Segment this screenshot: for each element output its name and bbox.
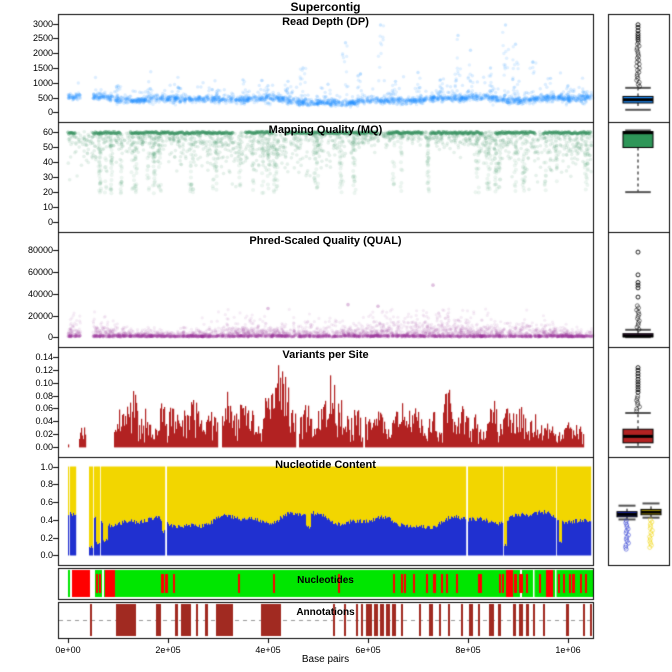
y-tick-label: 0.8 — [40, 479, 53, 490]
x-tick-label: 6e+05 — [355, 645, 381, 655]
y-tick-label: 0.00 — [35, 442, 53, 453]
y-tick-label: 0.2 — [40, 532, 53, 543]
x-tick-label: 0e+00 — [55, 645, 81, 655]
y-tick-label: 60000 — [27, 267, 53, 278]
y-tick-label: 0.08 — [35, 390, 53, 401]
x-tick-label: 1e+06 — [555, 645, 581, 655]
y-tick-label: 0.4 — [40, 514, 53, 525]
y-tick-label: 0 — [47, 332, 53, 343]
y-tick-label: 0.02 — [35, 429, 53, 440]
y-tick-label: 0.6 — [40, 497, 53, 508]
y-tick-label: 0.12 — [35, 364, 53, 375]
y-tick-label: 80000 — [27, 245, 53, 256]
y-tick-label: 40 — [42, 156, 53, 167]
y-tick-label: 1500 — [32, 63, 53, 73]
x-axis-title: Base pairs — [301, 654, 350, 665]
x-tick-label: 2e+05 — [155, 645, 181, 655]
x-tick-label: 4e+05 — [255, 645, 281, 655]
figure-title: Supercontig — [290, 0, 361, 14]
y-tick-label: 0.0 — [40, 550, 53, 561]
y-tick-label: 30 — [42, 172, 53, 182]
y-tick-label: 10 — [42, 202, 53, 213]
y-tick-label: 3000 — [32, 18, 53, 29]
y-tick-label: 0.14 — [35, 351, 53, 362]
y-tick-label: 500 — [37, 92, 53, 103]
y-tick-label: 20 — [42, 187, 53, 198]
y-tick-label: 40000 — [27, 288, 53, 299]
y-tick-label: 2000 — [32, 48, 53, 59]
y-tick-label: 60 — [42, 126, 53, 137]
y-tick-label: 1000 — [32, 77, 53, 88]
x-tick-label: 8e+05 — [455, 645, 481, 655]
y-tick-label: 20000 — [27, 310, 53, 321]
y-tick-label: 2500 — [32, 33, 53, 44]
y-tick-label: 1.0 — [40, 461, 53, 472]
y-tick-label: 0.06 — [35, 403, 53, 414]
y-tick-label: 50 — [42, 141, 53, 152]
y-tick-label: 0 — [47, 107, 53, 118]
y-tick-label: 0 — [47, 217, 53, 228]
y-tick-label: 0.04 — [35, 416, 53, 427]
y-tick-label: 0.10 — [35, 377, 53, 388]
